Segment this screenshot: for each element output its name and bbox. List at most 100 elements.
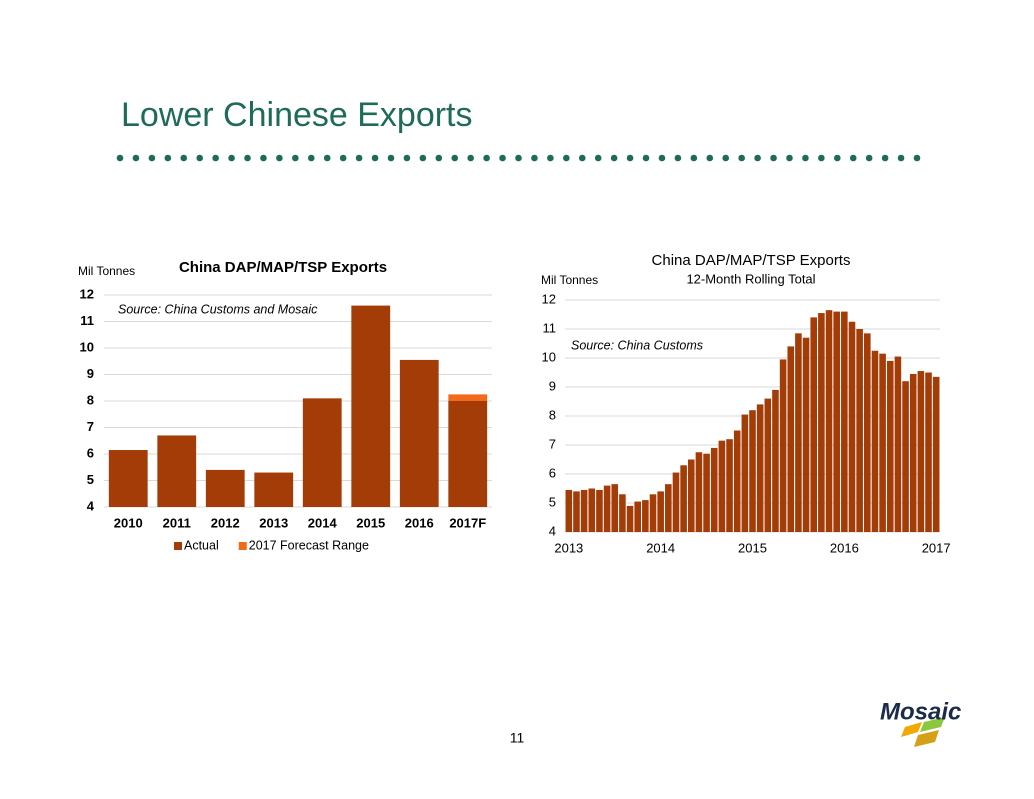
bar xyxy=(772,389,779,532)
x-tick-label: 2016 xyxy=(830,540,859,555)
y-tick-label: 7 xyxy=(549,436,556,451)
divider xyxy=(116,154,921,162)
bar xyxy=(642,500,649,532)
divider-dot xyxy=(292,154,299,162)
bar xyxy=(399,359,439,507)
divider-dot xyxy=(690,154,698,162)
x-tick-label: 2013 xyxy=(259,515,288,530)
divider-dot xyxy=(849,154,857,162)
x-tick-label: 2013 xyxy=(554,540,583,555)
logo-text: Mosaic xyxy=(880,698,961,725)
divider-dot xyxy=(451,154,459,162)
divider-dot xyxy=(626,154,634,162)
annotation: Source: China Customs xyxy=(571,338,703,352)
divider-dot xyxy=(323,154,331,162)
bar xyxy=(756,404,764,532)
divider-dot xyxy=(802,154,809,162)
divider-dot xyxy=(132,154,140,162)
x-tick-label: 2015 xyxy=(738,540,767,555)
legend-swatch xyxy=(174,542,182,550)
divider-dot xyxy=(435,154,443,162)
x-tick-label: 2014 xyxy=(646,540,675,555)
divider-dot xyxy=(196,154,203,162)
divider-dot xyxy=(148,154,156,162)
bar xyxy=(680,465,687,532)
bar xyxy=(205,469,245,507)
bar xyxy=(448,401,488,507)
y-tick-label: 5 xyxy=(87,472,94,487)
y-tick-label: 9 xyxy=(549,378,556,393)
bar xyxy=(749,410,756,532)
bar xyxy=(864,333,871,532)
divider-dot xyxy=(419,154,427,162)
annotation: Source: China Customs and Mosaic xyxy=(118,302,318,316)
bar xyxy=(588,488,596,532)
bar xyxy=(603,485,611,532)
divider-dot xyxy=(897,154,905,162)
bar xyxy=(596,489,603,532)
bar xyxy=(687,459,695,532)
y-tick-label: 7 xyxy=(87,419,94,434)
x-tick-label: 2017 xyxy=(922,540,951,555)
bar xyxy=(795,333,802,532)
slide-title: Lower Chinese Exports xyxy=(121,96,473,134)
logo-tile xyxy=(914,730,939,747)
divider-dot xyxy=(483,154,490,162)
divider-dot xyxy=(754,154,761,162)
divider-dot xyxy=(355,154,363,162)
bar xyxy=(825,310,833,532)
y-axis-label: Mil Tonnes xyxy=(78,264,135,278)
bar xyxy=(909,373,917,532)
bar xyxy=(695,452,703,532)
bar xyxy=(634,501,641,532)
x-tick-label: 2017F xyxy=(449,515,486,530)
bar xyxy=(726,439,733,532)
bar xyxy=(833,311,840,532)
bar xyxy=(448,394,488,401)
divider-dot xyxy=(244,154,251,162)
bar xyxy=(157,435,197,507)
logo-tile xyxy=(920,717,945,732)
divider-dot xyxy=(658,154,666,162)
y-tick-label: 4 xyxy=(87,498,95,513)
bar xyxy=(879,353,886,532)
divider-dot xyxy=(818,154,825,162)
divider-dot xyxy=(531,154,538,162)
x-tick-label: 2016 xyxy=(405,515,434,530)
divider-dot xyxy=(578,154,586,162)
bar xyxy=(902,381,909,532)
divider-dot xyxy=(371,154,379,162)
bar xyxy=(710,447,718,532)
divider-dot xyxy=(594,154,602,162)
bar xyxy=(779,359,787,532)
y-tick-label: 6 xyxy=(549,465,556,480)
divider-dot xyxy=(706,154,714,162)
x-tick-label: 2014 xyxy=(308,515,338,530)
divider-dot xyxy=(563,154,570,162)
x-tick-label: 2012 xyxy=(211,515,240,530)
bar xyxy=(741,414,749,532)
bar xyxy=(894,356,902,532)
y-tick-label: 11 xyxy=(543,320,557,335)
x-tick-label: 2015 xyxy=(356,515,385,530)
bar xyxy=(649,494,657,532)
divider-dot xyxy=(467,154,474,162)
divider-dot xyxy=(180,154,188,162)
bar xyxy=(848,321,856,532)
bar xyxy=(626,505,634,532)
divider-dot xyxy=(865,154,873,162)
bar xyxy=(657,491,664,532)
y-tick-label: 5 xyxy=(549,494,556,509)
legend-swatch xyxy=(238,542,247,550)
bar xyxy=(351,305,391,507)
legend-label: 2017 Forecast Range xyxy=(249,538,369,552)
y-axis-label: Mil Tonnes xyxy=(541,273,598,287)
logo: Mosaic xyxy=(880,698,961,747)
x-tick-label: 2011 xyxy=(163,515,191,530)
bar xyxy=(703,453,710,532)
bar xyxy=(665,484,672,532)
divider-dot xyxy=(212,154,219,162)
page-number: 11 xyxy=(510,730,525,746)
divider-dot xyxy=(387,154,395,162)
